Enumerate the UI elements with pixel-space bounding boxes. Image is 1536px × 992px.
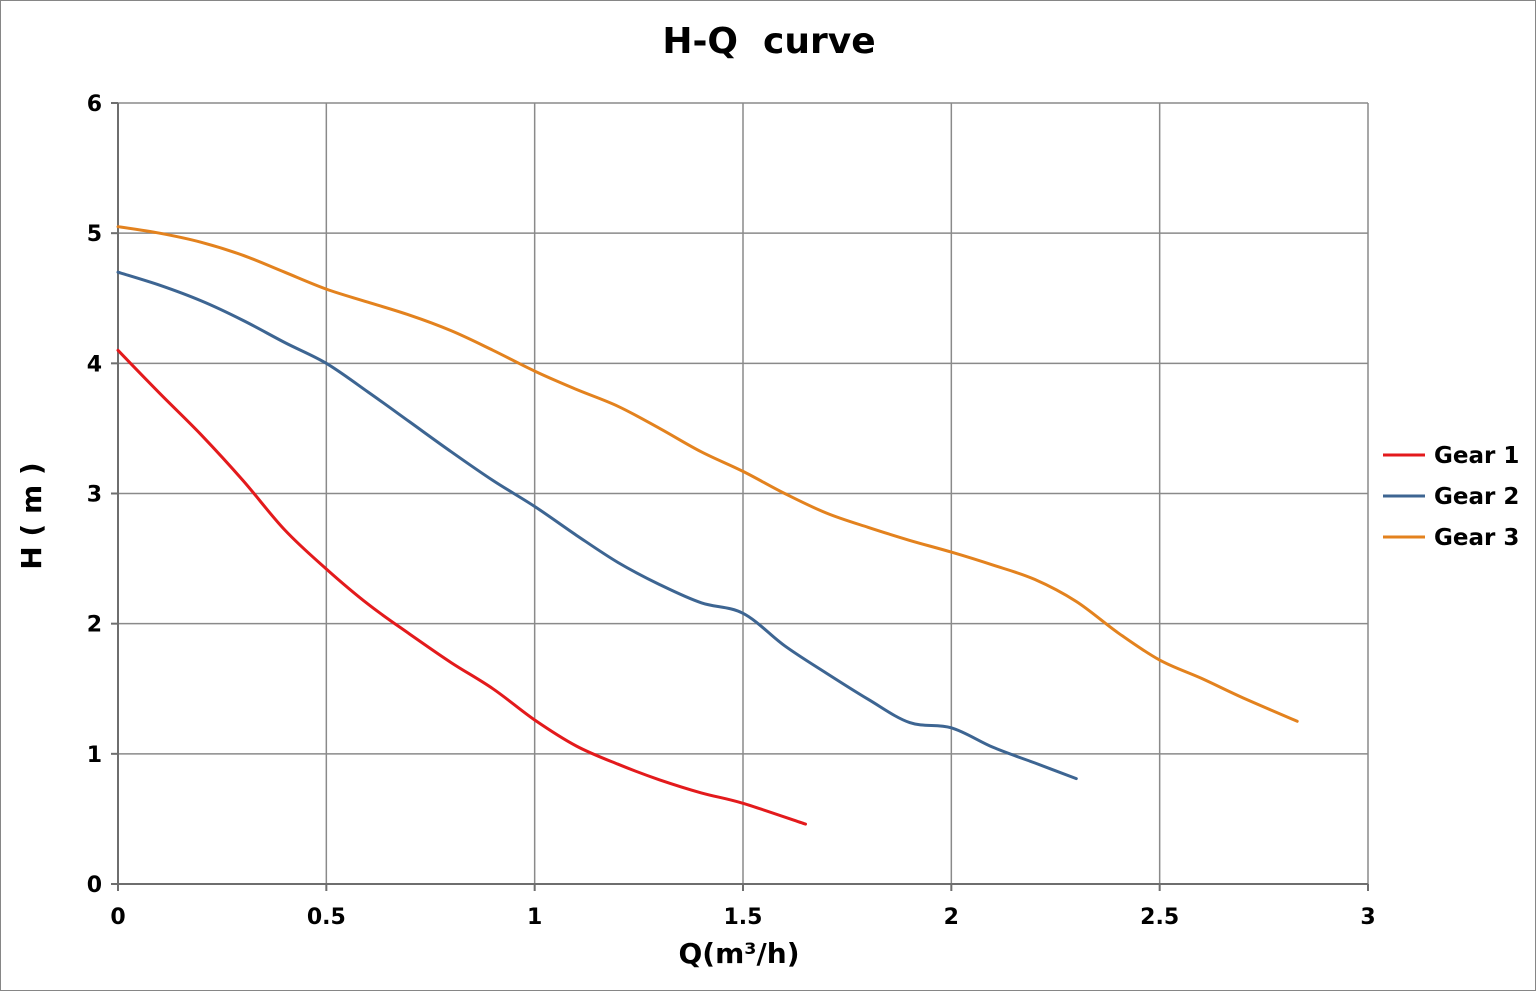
chart-title: H-Q curve: [662, 21, 875, 62]
y-axis-ticks: 0 1 2 3 4 5 6: [87, 92, 118, 898]
series-line-gear-2: [116, 270, 1078, 781]
x-tick-label-0: 0: [110, 905, 125, 930]
series-lines: [116, 225, 1299, 826]
gridlines: [117, 102, 1369, 885]
x-axis-ticks: 0 0.5 1 1.5 2 2.5 3: [110, 884, 1376, 930]
x-tick-label-5: 2.5: [1140, 905, 1179, 930]
x-tick-label-6: 3: [1360, 905, 1375, 930]
y-tick-label-3: 3: [87, 483, 102, 508]
y-tick-label-4: 4: [87, 352, 102, 377]
y-tick-label-2: 2: [87, 613, 102, 638]
y-tick-label-6: 6: [87, 92, 102, 117]
x-tick-label-2: 1: [527, 905, 542, 930]
legend-label-3: Gear 3: [1434, 525, 1519, 551]
legend: Gear 1 Gear 2 Gear 3: [1383, 443, 1519, 551]
x-tick-label-4: 2: [944, 905, 959, 930]
y-tick-label-0: 0: [87, 873, 102, 898]
series-line-gear-1: [116, 348, 807, 826]
legend-label-1: Gear 1: [1434, 443, 1519, 469]
x-axis-title: Q(m³/h): [679, 937, 800, 970]
y-tick-label-1: 1: [87, 743, 102, 768]
y-tick-label-5: 5: [87, 222, 102, 247]
legend-label-2: Gear 2: [1434, 484, 1519, 510]
y-axis-title: H ( m ): [15, 462, 48, 569]
x-tick-label-3: 1.5: [724, 905, 763, 930]
series-line-gear-3: [116, 225, 1299, 723]
x-tick-label-1: 0.5: [307, 905, 346, 930]
